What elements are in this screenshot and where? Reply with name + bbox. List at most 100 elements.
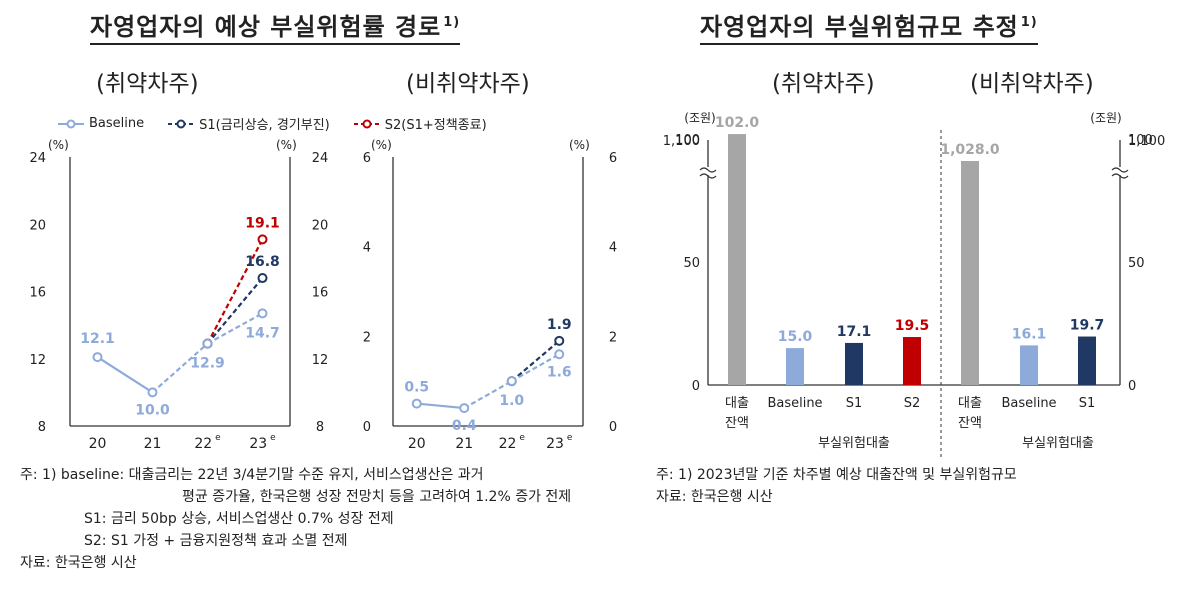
bar-ytick-left: 50 <box>683 256 700 271</box>
bar-value-label: 1,028.0 <box>940 142 1000 158</box>
bar-nonvulnerable-1 <box>1020 345 1038 385</box>
chart1-series-line-3 <box>206 238 264 345</box>
bar-value-label: 17.1 <box>837 324 872 340</box>
chart2-point-s1 <box>459 403 470 414</box>
left-legend: Baseline S1(금리상승, 경기부진) S2(S1+정책종료) <box>58 114 505 133</box>
bar-category-label: S1 <box>846 396 863 411</box>
chart2-data-label: 0.5 <box>404 380 429 396</box>
chart2-point-s1 <box>411 398 422 409</box>
chart1-unit-left: (%) <box>48 138 69 152</box>
bar-value-label: 16.1 <box>1012 326 1047 342</box>
chart1-point-s1 <box>202 338 213 349</box>
chart2-ytick-left: 4 <box>363 241 371 256</box>
chart1-series-line-1 <box>206 312 264 345</box>
axis-break-gap-left <box>702 167 714 175</box>
chart1-ytick-left: 8 <box>38 420 46 435</box>
right-title-footnote-mark: 1) <box>1020 15 1038 30</box>
bar-unit-left: (조원) <box>684 111 715 125</box>
bar-ytick-right: 0 <box>1128 379 1136 394</box>
bar-category-label: 잔액 <box>958 416 982 431</box>
chart1-xtick-label: 21 <box>144 436 162 452</box>
chart1-series-line-1 <box>96 356 154 394</box>
chart2-series-line-1 <box>511 353 560 383</box>
bar-value-label: 102.0 <box>715 115 760 131</box>
bar-nonvulnerable-0 <box>961 161 979 385</box>
chart1-ytick-left: 12 <box>29 353 46 368</box>
legend-baseline-marker-icon <box>58 119 84 128</box>
bar-group-sublabel-vulnerable: 부실위험대출 <box>818 436 890 451</box>
chart2-data-label: 1.0 <box>499 393 524 409</box>
axis-break-mark-icon <box>699 167 717 173</box>
bar-group-sublabel-nonvulnerable: 부실위험대출 <box>1022 436 1094 451</box>
chart1-ytick-left: 24 <box>29 151 46 166</box>
bar-category-label: 잔액 <box>725 416 749 431</box>
chart2-xtick-label: 21 <box>455 436 473 452</box>
bar-ytick-left: 0 <box>692 379 700 394</box>
chart1-ytick-right: 20 <box>312 218 329 233</box>
chart2-ytick-right: 0 <box>609 420 617 435</box>
chart1-ytick-right: 12 <box>312 353 329 368</box>
chart1-point-s1 <box>257 308 268 319</box>
chart2-point-s2 <box>554 335 565 346</box>
chart2-ytick-left: 0 <box>363 420 371 435</box>
line-chart-nonvulnerable: (%) (%) 0 0 2 2 4 4 6 6 20 21 22 e 23 e 0.5 0.4 1.0 1.6 1.… <box>363 138 617 452</box>
right-note-line-1: 주: 1) 2023년말 기준 차주별 예상 대출잔액 및 부실위험규모 <box>656 467 1017 483</box>
chart1-data-label: 14.7 <box>245 325 280 341</box>
chart2-ytick-right: 2 <box>609 330 617 345</box>
chart2-data-label: 1.9 <box>547 317 572 333</box>
chart1-series-line-1 <box>151 342 209 394</box>
bar-vulnerable-0 <box>728 134 746 385</box>
bar-vulnerable-1 <box>786 348 804 385</box>
line-chart-vulnerable: (%) (%) 8 8 12 12 16 16 20 20 24 24 20 21 22 e 23 e 12.1… <box>29 138 329 452</box>
right-notes: 주: 1) 2023년말 기준 차주별 예상 대출잔액 및 부실위험규모 자료:… <box>656 464 1017 508</box>
legend-item-s2: S2(S1+정책종료) <box>353 114 487 133</box>
left-note-line-1: 주: 1) baseline: 대출금리는 22년 3/4분기말 수준 유지, … <box>20 467 484 483</box>
right-title-text: 자영업자의 부실위험규모 추정 <box>700 13 1019 41</box>
bar-category-label: Baseline <box>1001 396 1056 411</box>
legend-s1-label: S1(금리상승, 경기부진) <box>199 118 330 133</box>
bar-ytick-right: 50 <box>1128 256 1145 271</box>
chart2-ytick-left: 2 <box>363 330 371 345</box>
bar-value-label: 15.0 <box>778 329 813 345</box>
bar-vulnerable-2 <box>845 342 863 385</box>
chart2-ytick-left: 6 <box>363 151 371 166</box>
bar-category-label: 대출 <box>958 396 982 411</box>
chart1-ytick-right: 16 <box>312 286 329 301</box>
chart2-ytick-right: 4 <box>609 241 617 256</box>
chart1-point-s3 <box>257 234 268 245</box>
chart2-unit-right: (%) <box>569 138 590 152</box>
legend-baseline-label: Baseline <box>89 116 145 131</box>
chart1-xtick-label: 20 <box>89 436 107 452</box>
chart1-point-s1 <box>147 387 158 398</box>
axis-break-mark-icon <box>1111 173 1129 179</box>
chart1-data-label: 12.9 <box>190 356 225 372</box>
bar-vulnerable-3 <box>903 337 921 385</box>
chart1-point-s1 <box>92 352 103 363</box>
chart2-series-line-1 <box>416 402 465 410</box>
bar-ytick-left: 100 <box>675 133 700 148</box>
bar-ytick-right: 100 <box>1128 133 1153 148</box>
bar-ytick-left: 1,100 <box>663 134 700 149</box>
bar-category-label: S2 <box>904 396 921 411</box>
chart2-point-s1 <box>506 376 517 387</box>
axis-break-gap-right <box>1114 167 1126 175</box>
bar-value-label: 19.5 <box>895 318 930 334</box>
chart1-ytick-left: 20 <box>29 218 46 233</box>
chart1-data-label: 10.0 <box>135 402 170 418</box>
right-note-line-2: 자료: 한국은행 시산 <box>656 489 773 505</box>
left-note-line-4: S2: S1 가정 + 금융지원정책 효과 소멸 전제 <box>84 533 348 549</box>
chart2-ytick-right: 6 <box>609 151 617 166</box>
axis-break-mark-icon <box>1111 167 1129 173</box>
left-title: 자영업자의 예상 부실위험률 경로 1) <box>90 8 461 45</box>
legend-item-baseline: Baseline <box>58 116 144 131</box>
bar-nonvulnerable-2 <box>1078 336 1096 385</box>
legend-item-s1: S1(금리상승, 경기부진) <box>168 114 330 133</box>
chart1-unit-right: (%) <box>276 138 297 152</box>
legend-s2-label: S2(S1+정책종료) <box>384 118 487 133</box>
chart2-data-label: 1.6 <box>547 364 572 380</box>
chart2-xtick-label: 20 <box>408 436 426 452</box>
right-subtitle-vulnerable: (취약차주) <box>772 71 875 97</box>
chart1-series-line-2 <box>206 277 264 345</box>
bar-unit-right: (조원) <box>1090 111 1121 125</box>
chart2-data-label: 0.4 <box>452 418 477 434</box>
